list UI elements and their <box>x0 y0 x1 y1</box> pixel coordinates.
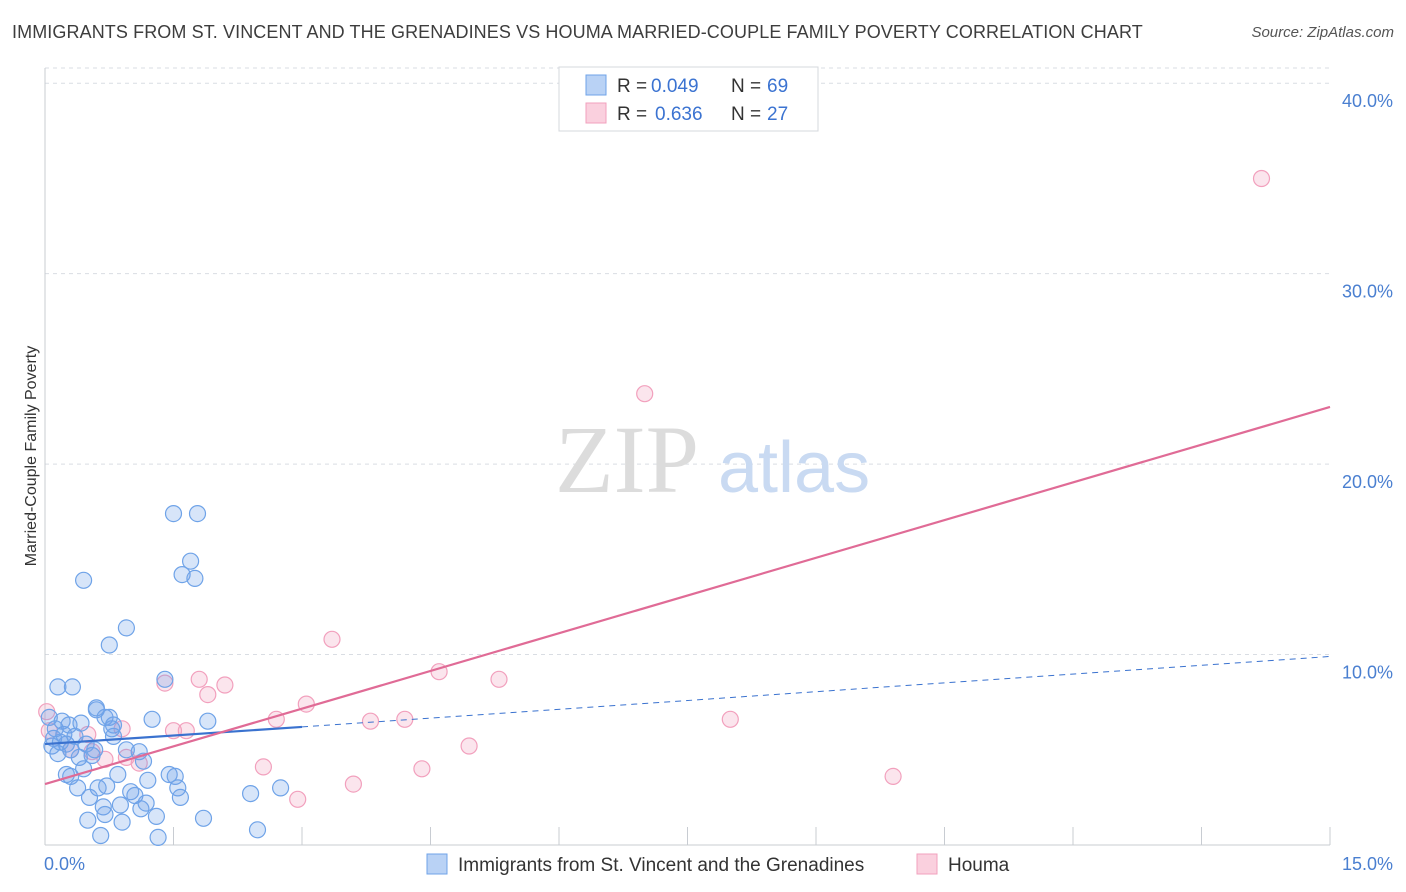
immigrants-point-47 <box>138 795 154 811</box>
houma-point-25 <box>461 738 477 754</box>
watermark-zip: ZIP <box>555 406 699 513</box>
immigrants-point-4 <box>50 679 66 695</box>
immigrants-point-18 <box>73 715 89 731</box>
houma-point-23 <box>414 761 430 777</box>
immigrants-point-62 <box>196 810 212 826</box>
legend-n-label-pink: N = <box>731 104 761 125</box>
immigrants-point-65 <box>250 822 266 838</box>
legend-r-label-blue: R = <box>617 76 647 97</box>
legend-r-label-pink: R = <box>617 104 647 125</box>
y-tick-label-1: 20.0% <box>1342 472 1393 492</box>
immigrants-point-49 <box>144 711 160 727</box>
stats-legend: R = 0.049 N = 69 R = 0.636 N = 27 <box>559 67 818 131</box>
immigrants-point-59 <box>183 553 199 569</box>
houma-point-17 <box>290 791 306 807</box>
houma-point-14 <box>217 677 233 693</box>
series-legend: Immigrants from St. Vincent and the Gren… <box>427 854 1010 876</box>
houma-point-13 <box>200 687 216 703</box>
series-legend-swatch-blue <box>427 854 447 874</box>
y-axis-label: Married-Couple Family Poverty <box>23 346 40 567</box>
houma-point-27 <box>637 386 653 402</box>
immigrants-point-52 <box>157 671 173 687</box>
immigrants-point-67 <box>88 700 104 716</box>
immigrants-point-60 <box>187 570 203 586</box>
immigrants-point-31 <box>97 807 113 823</box>
y-tick-label-3: 40.0% <box>1342 91 1393 111</box>
houma-point-20 <box>345 776 361 792</box>
legend-r-value-blue: 0.049 <box>651 76 699 97</box>
immigrants-point-14 <box>64 679 80 695</box>
immigrants-point-63 <box>200 713 216 729</box>
gridlines <box>45 68 1330 655</box>
immigrants-point-39 <box>112 797 128 813</box>
x-tick-label-1: 15.0% <box>1342 854 1393 874</box>
series-legend-swatch-pink <box>917 854 937 874</box>
legend-swatch-blue <box>586 75 606 95</box>
immigrants-point-48 <box>140 772 156 788</box>
immigrants-point-28 <box>93 828 109 844</box>
immigrants-point-50 <box>148 808 164 824</box>
x-tick-label-0: 0.0% <box>44 854 85 874</box>
immigrants-point-51 <box>150 829 166 845</box>
immigrants-points <box>41 506 288 846</box>
houma-point-11 <box>178 723 194 739</box>
houma-point-28 <box>722 711 738 727</box>
immigrants-point-25 <box>87 742 103 758</box>
houma-point-30 <box>1254 171 1270 187</box>
y-tick-label-0: 10.0% <box>1342 663 1393 683</box>
scatter-chart: ZIP atlas 10.0% 20.0% 30.0% 40.0% 0.0% 15.0%… <box>0 0 1406 892</box>
houma-point-21 <box>363 713 379 729</box>
immigrants-point-54 <box>166 506 182 522</box>
houma-point-19 <box>324 631 340 647</box>
series-legend-label-blue: Immigrants from St. Vincent and the Gren… <box>458 855 864 876</box>
y-tick-label-2: 30.0% <box>1342 282 1393 302</box>
immigrants-trend-dashed <box>302 656 1330 726</box>
legend-n-value-blue: 69 <box>767 76 788 97</box>
immigrants-point-37 <box>106 728 122 744</box>
immigrants-point-38 <box>110 767 126 783</box>
immigrants-point-40 <box>114 814 130 830</box>
houma-point-22 <box>397 711 413 727</box>
watermark-atlas: atlas <box>718 428 870 508</box>
y-tick-labels: 10.0% 20.0% 30.0% 40.0% <box>1342 91 1393 682</box>
immigrants-point-19 <box>76 572 92 588</box>
immigrants-point-66 <box>273 780 289 796</box>
immigrants-point-22 <box>80 812 96 828</box>
immigrants-point-57 <box>172 789 188 805</box>
legend-n-label-blue: N = <box>731 76 761 97</box>
immigrants-point-34 <box>101 637 117 653</box>
immigrants-point-41 <box>118 620 134 636</box>
houma-point-26 <box>491 671 507 687</box>
legend-n-value-pink: 27 <box>767 104 788 125</box>
houma-point-12 <box>191 671 207 687</box>
houma-point-29 <box>885 768 901 784</box>
immigrants-point-61 <box>190 506 206 522</box>
houma-point-15 <box>255 759 271 775</box>
legend-swatch-pink <box>586 103 606 123</box>
series-legend-label-pink: Houma <box>948 855 1010 876</box>
watermark: ZIP atlas <box>555 406 870 513</box>
immigrants-point-64 <box>243 786 259 802</box>
immigrants-point-68 <box>118 742 134 758</box>
legend-r-value-pink: 0.636 <box>655 104 703 125</box>
